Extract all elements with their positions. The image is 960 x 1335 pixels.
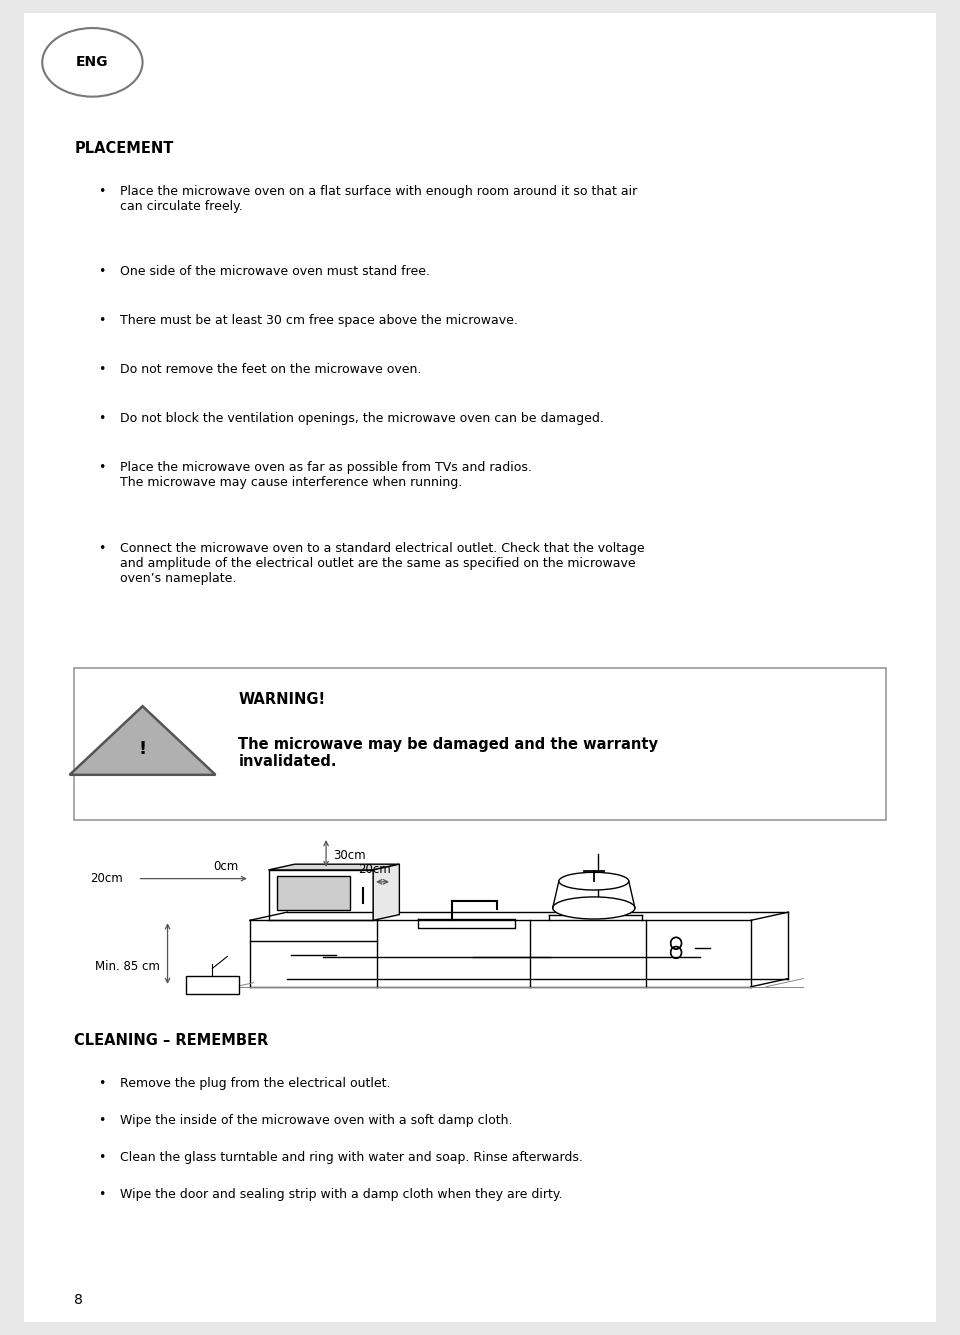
Text: •: • (98, 1113, 106, 1127)
Bar (186, 976, 239, 993)
Text: 30cm: 30cm (333, 849, 366, 861)
Polygon shape (373, 864, 399, 920)
Polygon shape (70, 706, 215, 774)
Text: •: • (98, 314, 106, 327)
Text: Wipe the door and sealing strip with a damp cloth when they are dirty.: Wipe the door and sealing strip with a d… (120, 1188, 563, 1202)
Ellipse shape (553, 897, 635, 918)
Text: Connect the microwave oven to a standard electrical outlet. Check that the volta: Connect the microwave oven to a standard… (120, 542, 644, 585)
Polygon shape (269, 864, 399, 870)
Text: 20cm: 20cm (90, 872, 123, 885)
Text: 20cm: 20cm (358, 862, 391, 876)
Text: Do not remove the feet on the microwave oven.: Do not remove the feet on the microwave … (120, 363, 421, 376)
Text: •: • (98, 1076, 106, 1089)
Bar (276, 876, 350, 910)
Text: CLEANING – REMEMBER: CLEANING – REMEMBER (74, 1032, 269, 1048)
Text: 8: 8 (74, 1294, 83, 1307)
Text: There must be at least 30 cm free space above the microwave.: There must be at least 30 cm free space … (120, 314, 517, 327)
Text: 0cm: 0cm (213, 861, 239, 873)
Text: The microwave may be damaged and the warranty
invalidated.: The microwave may be damaged and the war… (238, 737, 659, 769)
Text: •: • (98, 461, 106, 474)
Text: •: • (98, 184, 106, 198)
Ellipse shape (42, 28, 142, 96)
Text: •: • (98, 413, 106, 426)
Text: •: • (98, 1151, 106, 1164)
Text: ENG: ENG (76, 55, 108, 69)
Text: !: ! (138, 740, 147, 758)
Text: •: • (98, 542, 106, 554)
Text: Wipe the inside of the microwave oven with a soft damp cloth.: Wipe the inside of the microwave oven wi… (120, 1113, 513, 1127)
Text: One side of the microwave oven must stand free.: One side of the microwave oven must stan… (120, 266, 430, 278)
Ellipse shape (559, 872, 629, 890)
Text: Min. 85 cm: Min. 85 cm (95, 960, 160, 973)
Text: Remove the plug from the electrical outlet.: Remove the plug from the electrical outl… (120, 1076, 391, 1089)
Text: •: • (98, 1188, 106, 1202)
Text: WARNING!: WARNING! (238, 693, 325, 708)
Text: Place the microwave oven as far as possible from TVs and radios.
The microwave m: Place the microwave oven as far as possi… (120, 461, 532, 489)
Text: Place the microwave oven on a flat surface with enough room around it so that ai: Place the microwave oven on a flat surfa… (120, 184, 637, 212)
Text: PLACEMENT: PLACEMENT (74, 140, 174, 156)
Text: Do not block the ventilation openings, the microwave oven can be damaged.: Do not block the ventilation openings, t… (120, 413, 604, 426)
Text: •: • (98, 363, 106, 376)
Text: •: • (98, 266, 106, 278)
Text: Clean the glass turntable and ring with water and soap. Rinse afterwards.: Clean the glass turntable and ring with … (120, 1151, 583, 1164)
Bar (74, 668, 886, 820)
